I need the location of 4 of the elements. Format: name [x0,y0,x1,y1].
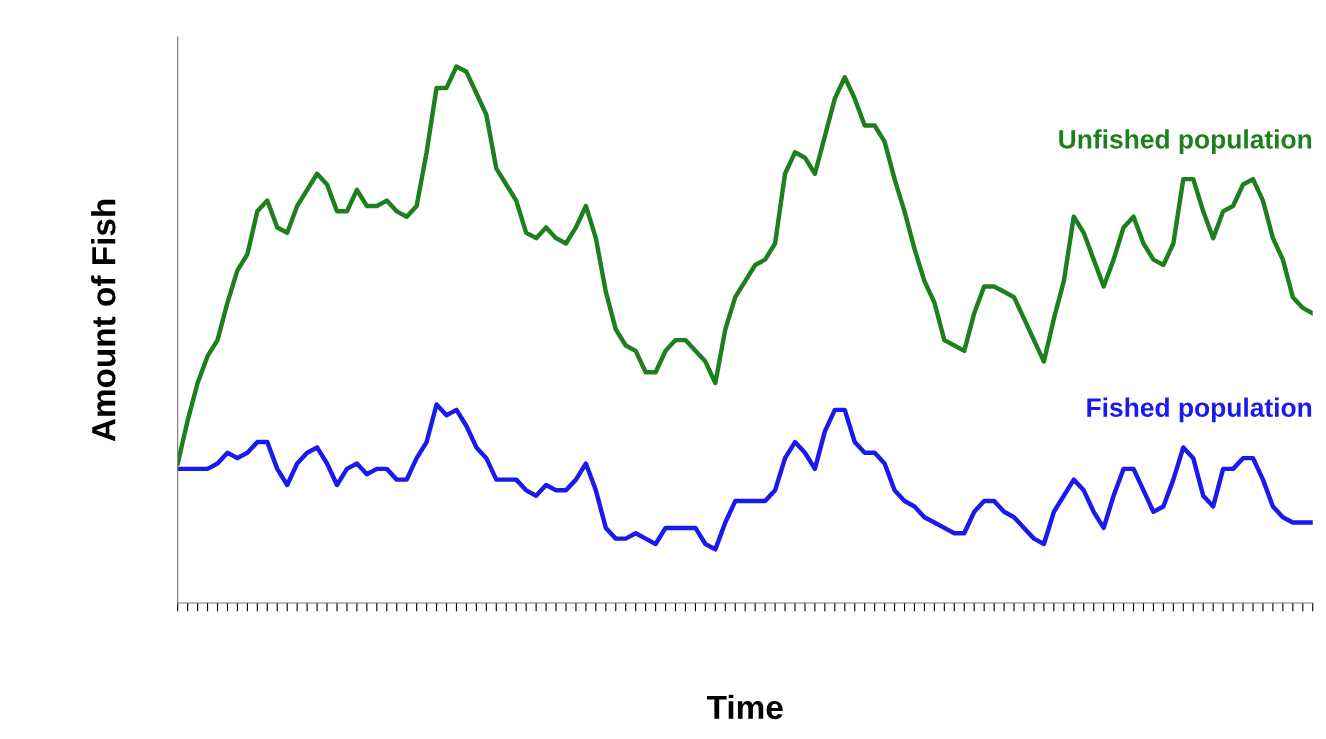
y-axis-title: Amount of Fish [91,199,116,442]
series-label: Fished population [1087,397,1312,423]
series-label: Unfished population [1059,129,1312,154]
x-axis-title: Time [706,694,783,720]
